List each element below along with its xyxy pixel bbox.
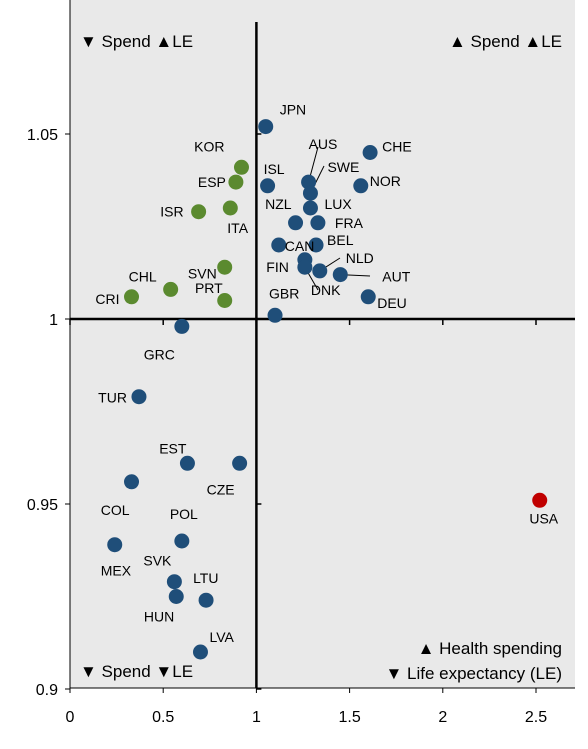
- point-label-mex: MEX: [101, 563, 132, 579]
- point-label-isr: ISR: [160, 204, 183, 220]
- tick-labels: 0 0.5 1 1.5 2 2.5 0.9 0.95 1 1.05: [27, 127, 547, 726]
- point-prt: [217, 259, 233, 275]
- point-label-tur: TUR: [98, 390, 127, 406]
- point-label-chl: CHL: [129, 268, 157, 284]
- x-tick-label: 1.5: [338, 709, 360, 726]
- point-label-bel: BEL: [327, 232, 354, 248]
- point-label-svn: SVN: [188, 266, 217, 282]
- point-aut: [332, 267, 348, 283]
- x-tick-label: 0: [66, 709, 75, 726]
- y-tick-label: 0.95: [27, 497, 58, 514]
- point-nzl: [288, 215, 304, 231]
- point-label-col: COL: [101, 502, 130, 518]
- point-label-gbr: GBR: [269, 285, 299, 301]
- point-label-deu: DEU: [377, 295, 407, 311]
- point-label-fin: FIN: [266, 259, 289, 275]
- point-label-lux: LUX: [324, 196, 352, 212]
- point-label-ltu: LTU: [193, 570, 218, 586]
- plot-background: [70, 0, 575, 688]
- point-aus: [301, 174, 317, 190]
- point-isl: [260, 178, 276, 194]
- point-hun: [168, 589, 184, 604]
- point-can: [271, 237, 287, 253]
- point-esp: [228, 174, 244, 190]
- point-svn: [217, 293, 233, 308]
- point-labels: JPN KOR ESP ISL AUS SWE CHE NOR ISR ITA LUX NZL FRA P…: [95, 102, 558, 645]
- point-label-nzl: NZL: [265, 196, 292, 212]
- point-dnk: [297, 259, 313, 275]
- point-ita: [222, 200, 238, 216]
- y-tick-label: 1.05: [27, 127, 58, 144]
- point-label-aus: AUS: [309, 136, 338, 152]
- point-label-hun: HUN: [144, 609, 174, 625]
- axes: [65, 0, 575, 693]
- point-label-kor: KOR: [194, 138, 224, 154]
- y-tick-label: 1: [49, 312, 58, 329]
- point-label-isl: ISL: [264, 161, 285, 177]
- point-tur: [131, 389, 147, 405]
- x-tick-label: 1: [252, 709, 261, 726]
- point-nld: [312, 263, 328, 279]
- point-pol: [174, 533, 190, 549]
- point-che: [362, 145, 378, 160]
- point-label-can: CAN: [285, 238, 315, 254]
- point-nor: [353, 178, 369, 194]
- point-label-est: EST: [159, 440, 187, 456]
- point-label-che: CHE: [382, 139, 412, 155]
- point-label-usa: USA: [529, 510, 558, 526]
- x-tick-label: 2.5: [525, 709, 547, 726]
- point-label-prt: PRT: [195, 280, 223, 296]
- point-label-ita: ITA: [227, 220, 248, 236]
- y-tick-label: 0.9: [36, 682, 58, 699]
- quadrant-label-bottom-right-1: ▲ Health spending: [418, 639, 562, 658]
- point-label-cze: CZE: [207, 481, 235, 497]
- point-deu: [360, 289, 376, 305]
- point-label-nld: NLD: [346, 250, 374, 266]
- data-points: [107, 119, 548, 660]
- point-fra: [310, 215, 326, 231]
- point-chl: [163, 281, 179, 297]
- point-mex: [107, 537, 123, 553]
- point-kor: [233, 159, 249, 175]
- point-label-svk: SVK: [143, 553, 172, 569]
- point-label-aut: AUT: [382, 269, 410, 285]
- point-label-esp: ESP: [198, 174, 226, 190]
- point-grc: [174, 318, 190, 334]
- point-swe: [302, 185, 318, 201]
- point-label-jpn: JPN: [280, 102, 306, 118]
- quadrant-label-top-right: ▲ Spend ▲LE: [449, 32, 562, 51]
- point-cri: [124, 289, 140, 305]
- point-lux: [302, 200, 318, 216]
- point-lva: [192, 644, 208, 660]
- point-ltu: [198, 592, 214, 608]
- quadrant-cross-lines: [69, 22, 575, 690]
- point-usa: [532, 492, 548, 508]
- point-cze: [232, 455, 248, 471]
- point-jpn: [258, 119, 274, 135]
- point-label-cri: CRI: [95, 291, 119, 307]
- point-est: [179, 455, 195, 471]
- point-label-pol: POL: [170, 506, 198, 522]
- point-label-dnk: DNK: [311, 282, 341, 298]
- point-gbr: [267, 307, 283, 323]
- point-label-swe: SWE: [327, 159, 359, 175]
- quadrant-label-top-left: ▼ Spend ▲LE: [80, 32, 193, 51]
- quadrant-label-bottom-right-2: ▼ Life expectancy (LE): [385, 664, 562, 683]
- point-isr: [191, 204, 207, 220]
- x-tick-label: 2: [438, 709, 447, 726]
- point-bel: [308, 237, 324, 253]
- point-label-nor: NOR: [370, 173, 401, 189]
- point-label-fra: FRA: [335, 215, 364, 231]
- point-svk: [166, 574, 182, 590]
- quadrant-labels: ▼ Spend ▲LE ▲ Spend ▲LE ▼ Spend ▼LE ▲ He…: [80, 32, 562, 683]
- quadrant-label-bottom-left: ▼ Spend ▼LE: [80, 662, 193, 681]
- point-label-lva: LVA: [209, 629, 234, 645]
- x-tick-label: 0.5: [152, 709, 174, 726]
- point-label-grc: GRC: [144, 346, 175, 362]
- point-col: [124, 474, 140, 490]
